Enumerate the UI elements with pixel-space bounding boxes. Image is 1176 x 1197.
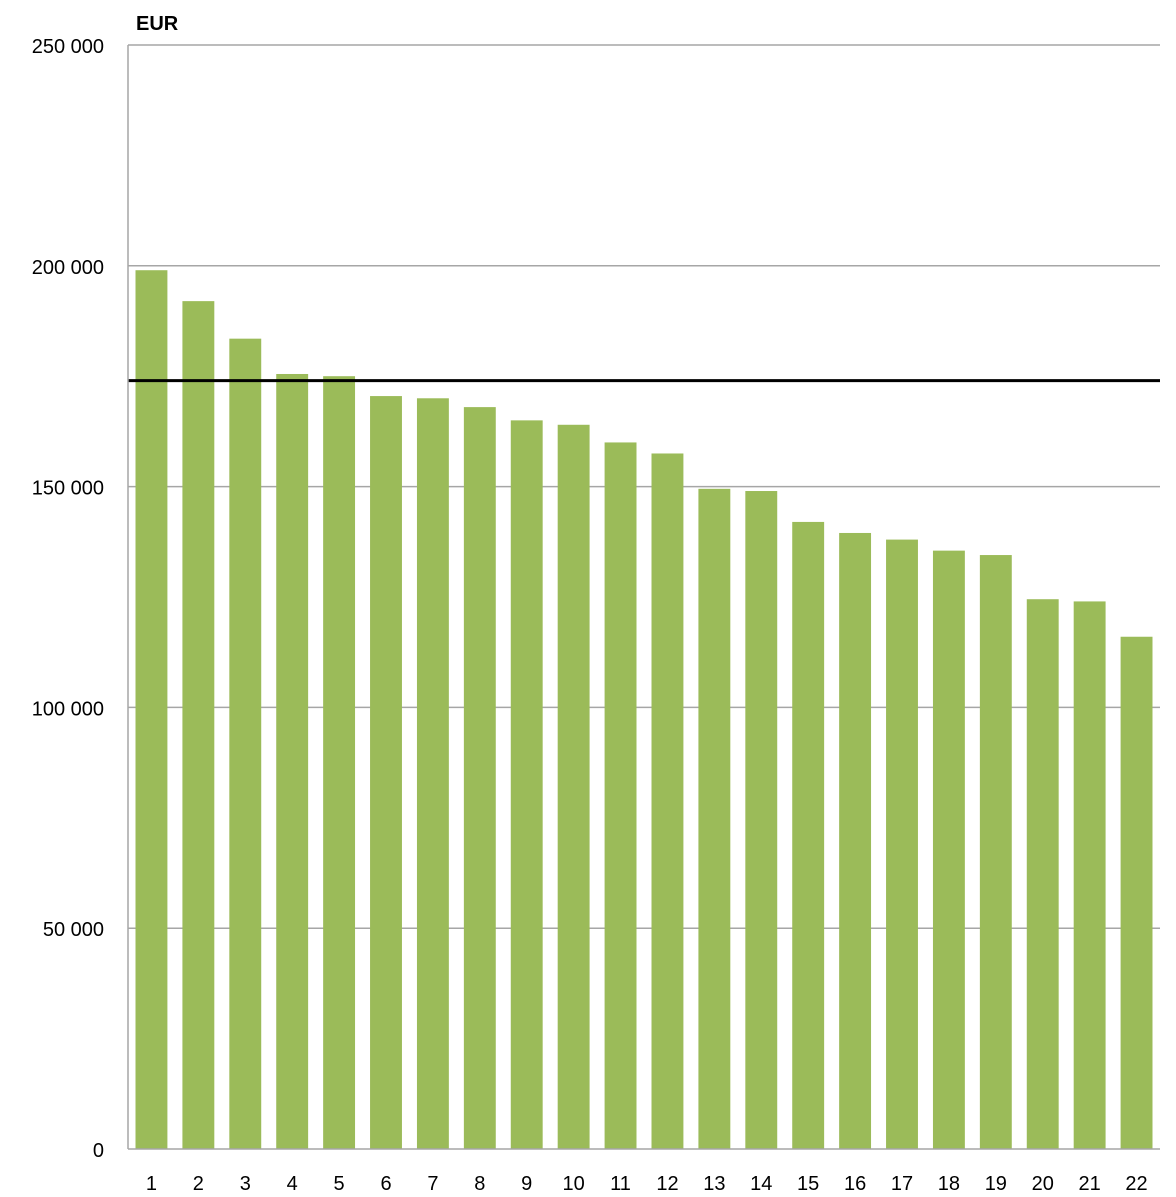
bar-16 bbox=[839, 532, 872, 1149]
x-tick-label: 7 bbox=[427, 1173, 438, 1195]
bar-5 bbox=[323, 376, 356, 1149]
x-tick-label: 6 bbox=[380, 1173, 391, 1195]
bar-9 bbox=[510, 420, 543, 1149]
y-tick-label: 100 000 bbox=[32, 698, 104, 720]
x-tick-label: 5 bbox=[334, 1173, 345, 1195]
bar-6 bbox=[370, 396, 402, 1149]
y-tick-label: 0 bbox=[93, 1140, 104, 1162]
bar-10 bbox=[557, 424, 590, 1149]
bar-17 bbox=[886, 539, 918, 1149]
x-tick-label: 19 bbox=[985, 1173, 1007, 1195]
y-tick-label: 200 000 bbox=[32, 257, 104, 279]
bar-21 bbox=[1073, 601, 1106, 1149]
bar-15 bbox=[792, 521, 825, 1149]
x-tick-label: 20 bbox=[1032, 1173, 1054, 1195]
bar-2 bbox=[182, 301, 215, 1149]
bar-7 bbox=[416, 398, 449, 1149]
bar-22 bbox=[1120, 636, 1153, 1149]
bar-18 bbox=[932, 550, 965, 1149]
x-tick-label: 3 bbox=[240, 1173, 251, 1195]
y-tick-label: 150 000 bbox=[32, 478, 104, 500]
x-tick-label: 10 bbox=[563, 1173, 585, 1195]
x-tick-label: 4 bbox=[287, 1173, 298, 1195]
bar-19 bbox=[979, 555, 1012, 1149]
bar-1 bbox=[135, 270, 168, 1149]
y-tick-labels: 0 50 000 100 000 150 000 200 000 250 000 bbox=[32, 36, 104, 1162]
bar-8 bbox=[463, 407, 496, 1149]
y-tick-label: 250 000 bbox=[32, 36, 104, 58]
bar-4 bbox=[276, 373, 309, 1149]
bar-11 bbox=[604, 442, 637, 1149]
x-tick-label: 21 bbox=[1079, 1173, 1101, 1195]
x-tick-label: 22 bbox=[1125, 1173, 1147, 1195]
x-tick-label: 2 bbox=[193, 1173, 204, 1195]
x-tick-labels: 1 2 3 4 5 6 7 8 9 10 11 12 13 14 15 16 17 18 19 20 21 22 bbox=[146, 1173, 1148, 1195]
y-unit-label: EUR bbox=[136, 13, 179, 35]
y-tick-label: 50 000 bbox=[43, 919, 104, 941]
bar-20 bbox=[1026, 599, 1059, 1149]
x-tick-label: 1 bbox=[146, 1173, 157, 1195]
x-tick-label: 14 bbox=[750, 1173, 772, 1195]
axes bbox=[127, 45, 1160, 1150]
bar-14 bbox=[745, 491, 778, 1149]
bars bbox=[135, 270, 1153, 1150]
x-tick-label: 16 bbox=[844, 1173, 866, 1195]
x-tick-label: 15 bbox=[797, 1173, 819, 1195]
x-tick-label: 9 bbox=[521, 1173, 532, 1195]
x-tick-label: 17 bbox=[891, 1173, 913, 1195]
bar-12 bbox=[651, 453, 684, 1150]
bar-3 bbox=[229, 338, 262, 1149]
x-tick-label: 13 bbox=[703, 1173, 725, 1195]
x-tick-label: 18 bbox=[938, 1173, 960, 1195]
x-tick-label: 11 bbox=[610, 1173, 631, 1195]
bar-13 bbox=[698, 488, 731, 1150]
x-tick-label: 8 bbox=[474, 1173, 485, 1195]
x-tick-label: 12 bbox=[656, 1173, 678, 1195]
